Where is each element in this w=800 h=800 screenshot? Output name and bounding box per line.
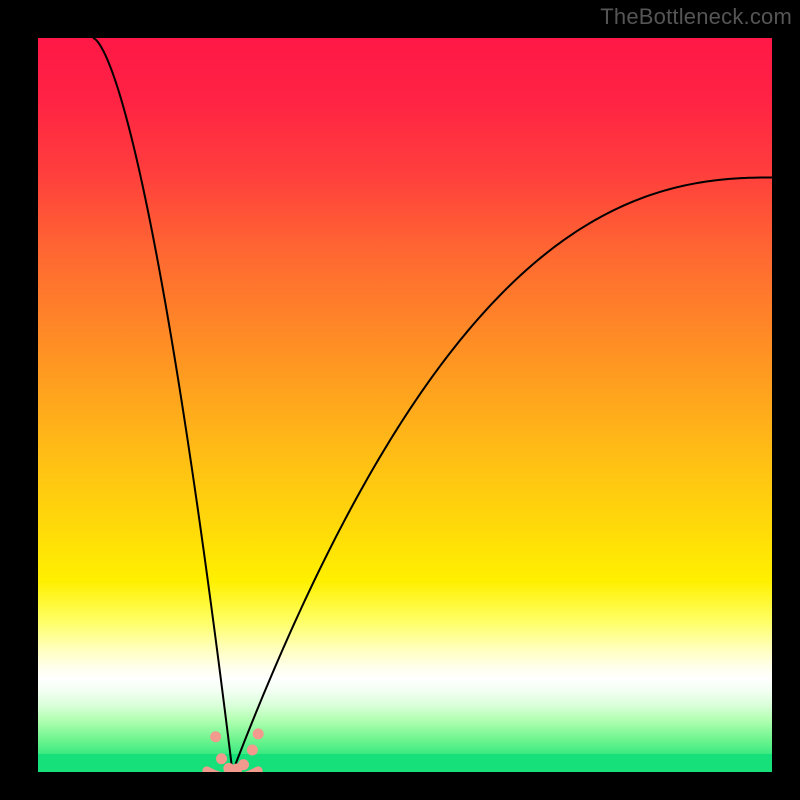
base-band <box>38 754 772 772</box>
chart-frame: TheBottleneck.com <box>0 0 800 800</box>
vertex-marker <box>210 731 221 742</box>
vertex-marker <box>247 744 258 755</box>
vertex-marker <box>216 753 227 764</box>
vertex-marker <box>238 759 249 770</box>
chart-svg <box>38 38 772 772</box>
gradient-background <box>38 38 772 772</box>
watermark-label: TheBottleneck.com <box>600 4 792 30</box>
vertex-marker <box>253 728 264 739</box>
plot-area <box>38 38 772 772</box>
